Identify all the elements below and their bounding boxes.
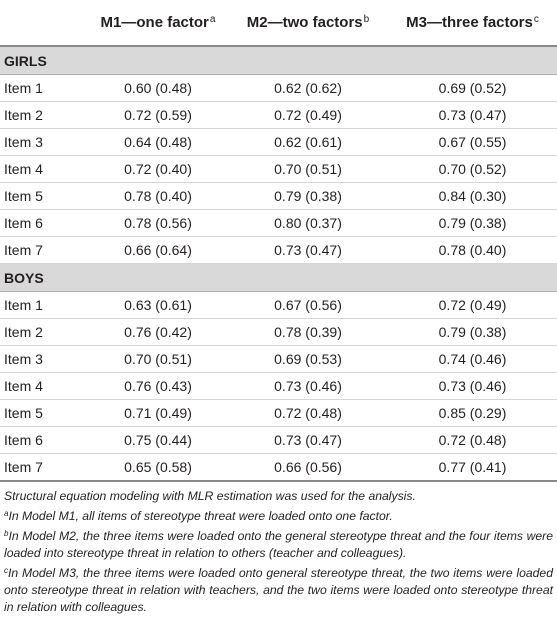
loading-cell-m3: 0.77 (0.41) [388,453,557,482]
item-label-cell: Item 5 [0,182,88,210]
loading-cell-m1: 0.76 (0.42) [88,318,228,346]
table-row: Item 6 0.78 (0.56) 0.80 (0.37) 0.79 (0.38) [0,209,557,237]
loading-cell-m3: 0.67 (0.55) [388,128,557,156]
table-row: Item 7 0.65 (0.58) 0.66 (0.56) 0.77 (0.41) [0,453,557,482]
loading-cell-m1: 0.70 (0.51) [88,345,228,373]
loading-cell-m2: 0.73 (0.47) [228,236,388,264]
table-row: Item 4 0.76 (0.43) 0.73 (0.46) 0.73 (0.46) [0,372,557,400]
loading-cell-m2: 0.72 (0.49) [228,101,388,129]
footnote-marker: a [4,509,9,518]
table-row: Item 6 0.75 (0.44) 0.73 (0.47) 0.72 (0.48) [0,426,557,454]
item-label-cell: Item 7 [0,236,88,264]
loading-cell-m2: 0.78 (0.39) [228,318,388,346]
table-header: M1—one factora M2—two factorsb M3—three … [0,0,557,47]
header-row: M1—one factora M2—two factorsb M3—three … [0,0,557,47]
item-label-cell: Item 4 [0,155,88,183]
footnote-text: In Model M3, the three items were loaded… [4,566,553,614]
loading-cell-m3: 0.84 (0.30) [388,182,557,210]
item-label-cell: Item 3 [0,345,88,373]
loading-cell-m3: 0.79 (0.38) [388,318,557,346]
loading-cell-m3: 0.73 (0.46) [388,372,557,400]
table-row: Item 5 0.71 (0.49) 0.72 (0.48) 0.85 (0.29) [0,399,557,427]
group-row-boys: BOYS [0,263,557,292]
header-cell-m1: M1—one factora [88,0,228,47]
table-row: Item 2 0.72 (0.59) 0.72 (0.49) 0.73 (0.47) [0,101,557,129]
loading-cell-m3: 0.69 (0.52) [388,74,557,102]
loading-cell-m1: 0.63 (0.61) [88,291,228,319]
group-row-girls: GIRLS [0,46,557,75]
factor-loadings-table: M1—one factora M2—two factorsb M3—three … [0,0,557,482]
header-cell-m3: M3—three factorsc [388,0,557,47]
loading-cell-m3: 0.78 (0.40) [388,236,557,264]
loading-cell-m3: 0.70 (0.52) [388,155,557,183]
loading-cell-m1: 0.65 (0.58) [88,453,228,482]
loading-cell-m1: 0.72 (0.40) [88,155,228,183]
item-label-cell: Item 6 [0,209,88,237]
table-body: GIRLS Item 1 0.60 (0.48) 0.62 (0.62) 0.69 (0… [0,46,557,482]
table-row: Item 4 0.72 (0.40) 0.70 (0.51) 0.70 (0.52) [0,155,557,183]
item-label-cell: Item 2 [0,318,88,346]
table-row: Item 1 0.60 (0.48) 0.62 (0.62) 0.69 (0.52) [0,74,557,102]
group-label: GIRLS [0,46,557,75]
item-label-cell: Item 4 [0,372,88,400]
loading-cell-m1: 0.71 (0.49) [88,399,228,427]
loading-cell-m1: 0.64 (0.48) [88,128,228,156]
loading-cell-m2: 0.62 (0.62) [228,74,388,102]
item-label-cell: Item 2 [0,101,88,129]
footnote-marker: b [4,529,9,538]
table-row: Item 3 0.70 (0.51) 0.69 (0.53) 0.74 (0.46) [0,345,557,373]
loading-cell-m3: 0.85 (0.29) [388,399,557,427]
loading-cell-m2: 0.80 (0.37) [228,209,388,237]
table-row: Item 7 0.66 (0.64) 0.73 (0.47) 0.78 (0.40) [0,236,557,264]
footnote-text: In Model M1, all items of stereotype thr… [8,509,393,523]
loading-cell-m2: 0.62 (0.61) [228,128,388,156]
loading-cell-m1: 0.66 (0.64) [88,236,228,264]
loading-cell-m1: 0.75 (0.44) [88,426,228,454]
loading-cell-m1: 0.78 (0.56) [88,209,228,237]
footnote-text: Structural equation modeling with MLR es… [4,489,416,503]
footnote: Structural equation modeling with MLR es… [4,488,553,505]
footnote: aIn Model M1, all items of stereotype th… [4,505,553,525]
loading-cell-m2: 0.67 (0.56) [228,291,388,319]
group-label: BOYS [0,263,557,292]
loading-cell-m3: 0.72 (0.48) [388,426,557,454]
footnote-text: In Model M2, the three items were loaded… [4,529,553,560]
loading-cell-m2: 0.70 (0.51) [228,155,388,183]
table-footnotes: Structural equation modeling with MLR es… [0,482,557,616]
item-label-cell: Item 1 [0,291,88,319]
loading-cell-m3: 0.72 (0.49) [388,291,557,319]
loading-cell-m1: 0.72 (0.59) [88,101,228,129]
loading-cell-m3: 0.73 (0.47) [388,101,557,129]
loading-cell-m1: 0.78 (0.40) [88,182,228,210]
item-label-cell: Item 1 [0,74,88,102]
loading-cell-m2: 0.73 (0.46) [228,372,388,400]
loading-cell-m1: 0.76 (0.43) [88,372,228,400]
item-label-cell: Item 7 [0,453,88,482]
loading-cell-m2: 0.79 (0.38) [228,182,388,210]
footnote: cIn Model M3, the three items were loade… [4,562,553,616]
table-row: Item 3 0.64 (0.48) 0.62 (0.61) 0.67 (0.55) [0,128,557,156]
loading-cell-m3: 0.74 (0.46) [388,345,557,373]
table-row: Item 5 0.78 (0.40) 0.79 (0.38) 0.84 (0.30) [0,182,557,210]
item-label-cell: Item 5 [0,399,88,427]
loading-cell-m2: 0.73 (0.47) [228,426,388,454]
loading-cell-m2: 0.69 (0.53) [228,345,388,373]
loading-cell-m3: 0.79 (0.38) [388,209,557,237]
item-label-cell: Item 6 [0,426,88,454]
table-row: Item 1 0.63 (0.61) 0.67 (0.56) 0.72 (0.49) [0,291,557,319]
footnote: bIn Model M2, the three items were loade… [4,525,553,562]
footnote-marker: c [4,566,8,575]
loading-cell-m2: 0.72 (0.48) [228,399,388,427]
table-row: Item 2 0.76 (0.42) 0.78 (0.39) 0.79 (0.38) [0,318,557,346]
header-cell-m2: M2—two factorsb [228,0,388,47]
loading-cell-m1: 0.60 (0.48) [88,74,228,102]
table-figure: M1—one factora M2—two factorsb M3—three … [0,0,557,616]
item-label-cell: Item 3 [0,128,88,156]
loading-cell-m2: 0.66 (0.56) [228,453,388,482]
header-cell-empty [0,0,88,47]
